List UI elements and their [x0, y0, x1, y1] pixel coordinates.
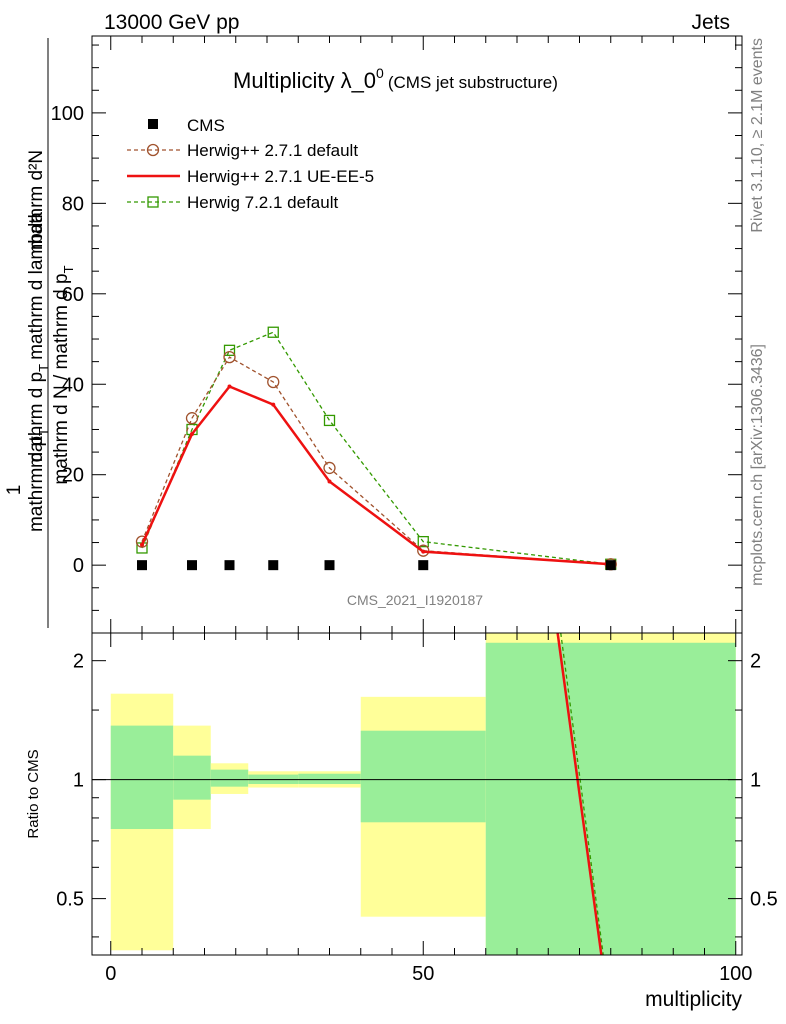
series-3	[136, 326, 617, 570]
cms-data-point	[605, 560, 616, 571]
cms-data-point	[137, 560, 147, 571]
herwigpp-ueee5-point	[421, 549, 426, 554]
legend-entry-herwigpp-ueee5: Herwig++ 2.7.1 UE-EE-5	[127, 167, 374, 186]
herwigpp-default-point	[135, 535, 149, 548]
series-1	[135, 350, 617, 571]
rivet-version-label: Rivet 3.1.10, ≥ 2.1M events	[749, 38, 766, 233]
herwigpp-default-point	[323, 461, 336, 475]
series-2	[140, 384, 613, 567]
herwig7-default-point	[267, 326, 279, 338]
ratio-series-line	[560, 632, 604, 956]
ratio-inner-band	[485, 642, 736, 955]
herwigpp-ueee5-point	[140, 542, 144, 547]
ratio-inner-band	[360, 730, 486, 823]
ratio-y-tick-label: 0.5	[56, 889, 84, 911]
chart-title: Multiplicity λ_00 (CMS jet substructure)	[233, 65, 558, 93]
header-left: 13000 GeV pp	[104, 11, 239, 34]
herwigpp-ueee5-point	[271, 402, 276, 407]
ratio-inner-band	[110, 725, 174, 830]
ylabel-numerator-mid: mathrm d pTmathrm d lambda	[26, 212, 51, 468]
legend-herwigpp-default-marker	[146, 143, 160, 157]
herwigpp-default-point	[185, 412, 199, 425]
x-axis-label: multiplicity	[645, 988, 742, 1011]
series-line	[140, 384, 611, 566]
header-right: Jets	[691, 11, 730, 34]
series-line	[141, 356, 611, 565]
ratio-y-axis-label: Ratio to CMS	[25, 749, 42, 838]
ratio-frame	[91, 632, 743, 956]
legend-herwig7-default-label: Herwig 7.2.1 default	[187, 193, 338, 212]
series-0	[137, 560, 616, 571]
main-y-axis-label: mathrm d²N mathrm d pT mathrm d pTmathrm…	[4, 38, 76, 628]
x-tick-label: 0	[105, 963, 116, 985]
legend-herwigpp-default-label: Herwig++ 2.7.1 default	[187, 141, 358, 160]
ratio-y-tick-label-right: 0.5	[750, 889, 778, 911]
main-y-tick-label: 80	[62, 193, 84, 215]
ratio-inner-band	[210, 769, 249, 787]
main-y-tick-label: 40	[62, 374, 84, 396]
herwig7-default-point	[417, 535, 429, 548]
legend-entry-herwigpp-default: Herwig++ 2.7.1 default	[127, 141, 358, 160]
ratio-inner-band	[173, 755, 211, 800]
herwigpp-ueee5-point	[327, 479, 332, 484]
cms-data-point	[268, 560, 279, 571]
ratio-inner-band	[298, 773, 361, 784]
analysis-watermark: CMS_2021_I1920187	[347, 592, 483, 608]
ylabel-numerator: mathrm d²N	[26, 150, 47, 250]
ratio-y-tick-label: 1	[73, 770, 84, 792]
herwig7-default-point	[223, 344, 236, 356]
herwigpp-ueee5-point	[227, 384, 232, 389]
ylabel-numerator-lower: mathrm d pT	[26, 428, 51, 532]
herwigpp-default-point	[223, 350, 236, 364]
main-axis-ticks: 0 20 40 60 80 100	[51, 36, 742, 633]
main-y-tick-label: 100	[51, 103, 84, 125]
main-y-tick-label: 20	[62, 465, 84, 487]
ylabel-denominator: mathrm d N / mathrm d pT	[51, 265, 76, 484]
cms-data-point	[224, 560, 235, 571]
ratio-series-line	[556, 632, 603, 956]
legend-herwigpp-ueee5-label: Herwig++ 2.7.1 UE-EE-5	[187, 167, 374, 186]
legend-entry-cms: CMS	[148, 116, 225, 135]
legend-herwig7-default-marker	[147, 196, 159, 208]
x-tick-label: 50	[412, 963, 434, 985]
main-y-tick-label: 0	[73, 555, 84, 577]
ratio-y-tick-label: 2	[73, 651, 84, 673]
herwigpp-default-point	[267, 375, 280, 389]
herwig7-default-point	[323, 414, 336, 427]
main-y-tick-label: 60	[62, 284, 84, 306]
legend-cms-marker	[148, 119, 158, 129]
ratio-y-tick-label-right: 2	[750, 651, 761, 673]
cms-data-point	[187, 560, 197, 571]
legend: CMS Herwig++ 2.7.1 default Herwig++ 2.7.…	[127, 116, 374, 212]
cms-data-point	[418, 560, 429, 571]
ylabel-one: 1	[4, 485, 25, 496]
ratio-axis-ticks: 0.5 0.5 1 1 2 2 0 50 100	[56, 633, 778, 985]
herwigpp-ueee5-point	[190, 432, 194, 436]
ratio-panel: 0.5 0.5 1 1 2 2 0 50 100 Ratio to CMS multiplici…	[25, 632, 778, 1011]
mcplots-label: mcplots.cern.ch [arXiv:1306.3436]	[749, 344, 766, 586]
legend-cms-label: CMS	[187, 116, 225, 135]
x-tick-label: 100	[719, 963, 752, 985]
cms-data-point	[324, 560, 335, 571]
series-line	[141, 331, 611, 565]
legend-entry-herwig7-default: Herwig 7.2.1 default	[127, 193, 338, 212]
herwigpp-default-point	[417, 544, 430, 557]
ratio-y-tick-label-right: 1	[750, 770, 761, 792]
main-panel: 0 20 40 60 80 100 Multiplicity λ_00 (CMS jet s…	[51, 35, 743, 634]
